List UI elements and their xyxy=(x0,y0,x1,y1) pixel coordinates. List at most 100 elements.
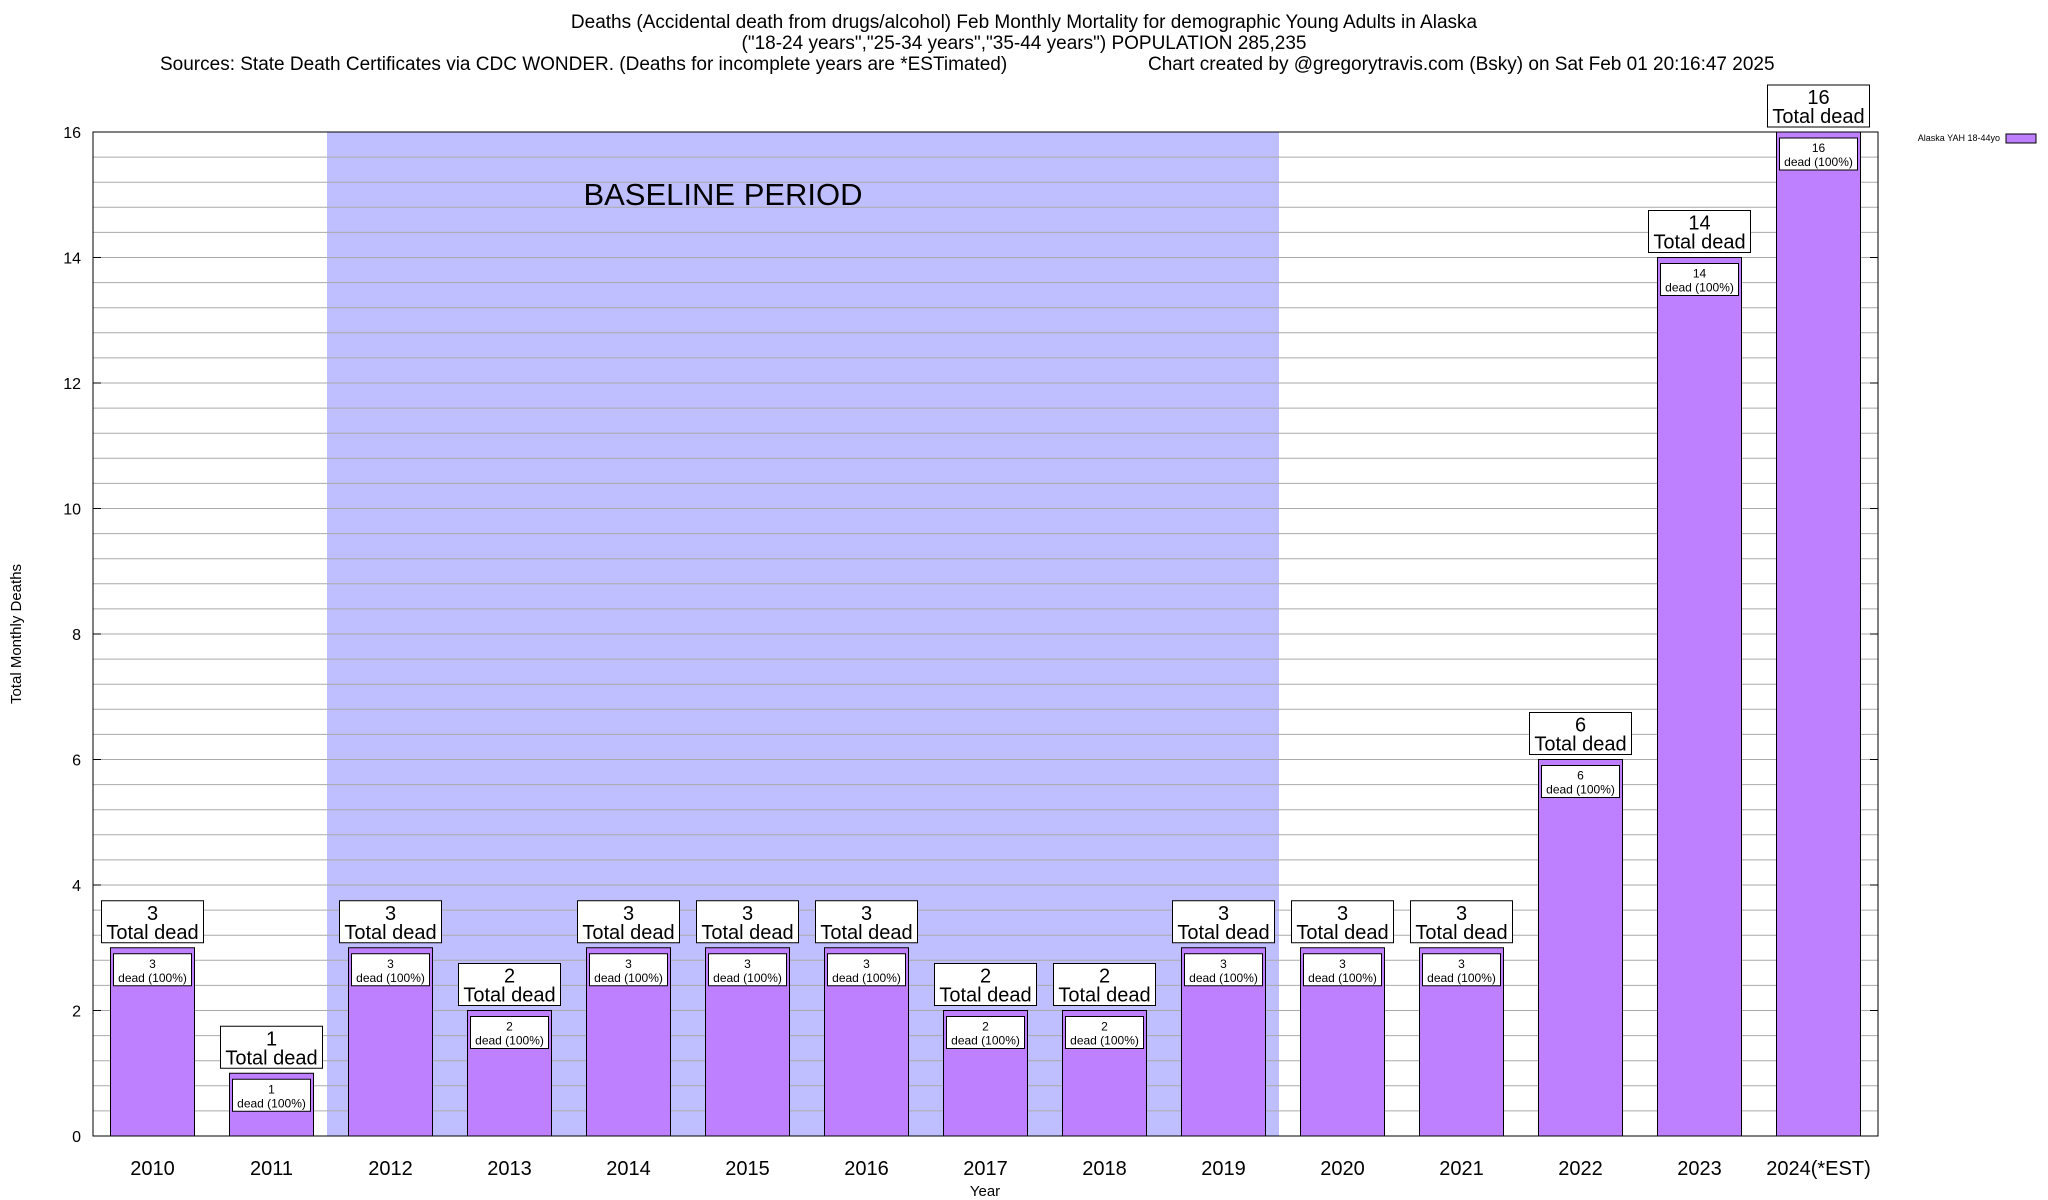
bar-inner-label-box xyxy=(708,953,787,987)
chart-title-line2: ("18-24 years","25-34 years","35-44 year… xyxy=(741,33,1307,54)
bar-total-label-box xyxy=(1529,712,1632,755)
bar-inner-percent: dead (100%) xyxy=(1427,971,1496,985)
legend-swatch xyxy=(2005,133,2037,144)
legend-entry-label: Alaska YAH 18-44yo xyxy=(1918,133,2000,143)
bar-inner-label-box xyxy=(232,1078,311,1112)
x-tick-label: 2017 xyxy=(963,1158,1008,1180)
bar-total-label: Total dead xyxy=(939,985,1031,1007)
bar-total-count: 3 xyxy=(1456,903,1467,925)
bar-total-count: 16 xyxy=(1807,87,1829,109)
bar-total-label: Total dead xyxy=(701,922,793,944)
y-tick-label: 4 xyxy=(72,878,81,895)
bar-inner-count: 3 xyxy=(744,957,751,971)
x-tick-label: 2023 xyxy=(1677,1158,1722,1180)
baseline-period-label: BASELINE PERIOD xyxy=(583,177,862,212)
bar-total-count: 3 xyxy=(1218,903,1229,925)
chart-title-line1: Deaths (Accidental death from drugs/alco… xyxy=(570,12,1478,33)
bar-inner-label-box xyxy=(470,1016,549,1049)
bar-inner-percent: dead (100%) xyxy=(237,1096,306,1110)
y-tick-label: 8 xyxy=(72,627,81,644)
bar-total-label-box xyxy=(101,900,204,944)
x-tick-label: 2010 xyxy=(130,1158,175,1180)
bar-total-label: Total dead xyxy=(463,985,555,1007)
chart-legend: Alaska YAH 18-44yo xyxy=(1918,133,2037,144)
bar-inner-count: 3 xyxy=(1220,957,1227,971)
bar-inner-label-box xyxy=(1065,1016,1144,1049)
x-tick-label: 2018 xyxy=(1082,1158,1127,1180)
bar-inner-label-box xyxy=(1422,953,1501,987)
x-tick-label: 2022 xyxy=(1558,1158,1603,1180)
bar-total-count: 6 xyxy=(1575,715,1586,737)
bar-inner-percent: dead (100%) xyxy=(594,971,663,985)
bar-inner-percent: dead (100%) xyxy=(1308,971,1377,985)
bar-inner-percent: dead (100%) xyxy=(1546,783,1615,797)
bar-inner-label-box xyxy=(946,1016,1025,1049)
y-tick-label: 10 xyxy=(63,502,81,519)
x-tick-label: 2024(*EST) xyxy=(1766,1158,1871,1180)
bar xyxy=(1657,257,1742,1137)
bar-total-label: Total dead xyxy=(1296,922,1388,944)
bar-total-count: 3 xyxy=(1337,903,1348,925)
bar-total-label: Total dead xyxy=(1772,106,1864,128)
x-tick-label: 2013 xyxy=(487,1158,532,1180)
bar-inner-percent: dead (100%) xyxy=(1784,155,1853,169)
bar-inner-percent: dead (100%) xyxy=(951,1034,1020,1048)
x-tick-label: 2016 xyxy=(844,1158,889,1180)
y-tick-label: 6 xyxy=(72,753,81,770)
bar-inner-percent: dead (100%) xyxy=(1189,971,1258,985)
bar-inner-count: 16 xyxy=(1812,141,1826,155)
bar-total-count: 14 xyxy=(1688,213,1710,235)
x-axis-ticks: 2010 2011 2012 2013 2014 2015 2016 2017 2018 2019… xyxy=(130,1158,1871,1180)
y-tick-label: 14 xyxy=(63,251,81,268)
bar-total-count: 3 xyxy=(861,903,872,925)
bar-total-label-box xyxy=(458,963,561,1006)
y-tick-label: 16 xyxy=(63,125,81,142)
x-tick-label: 2015 xyxy=(725,1158,770,1180)
bar-inner-label-box xyxy=(113,953,192,987)
bar-total-label-box xyxy=(1172,900,1275,944)
bar-inner-percent: dead (100%) xyxy=(356,971,425,985)
chart-credit: Chart created by @gregorytravis.com (Bsk… xyxy=(1148,54,1775,75)
bar-total-label-box xyxy=(220,1025,323,1069)
y-tick-label: 0 xyxy=(72,1129,81,1146)
bar-total-count: 2 xyxy=(504,966,515,988)
bar-total-label: Total dead xyxy=(1653,232,1745,254)
bar-total-label-box xyxy=(815,900,918,944)
bar-total-count: 3 xyxy=(147,903,158,925)
bar-inner-label-box xyxy=(1303,953,1382,987)
bar-inner-percent: dead (100%) xyxy=(1665,281,1734,295)
x-axis-label: Year xyxy=(970,1183,1000,1200)
bar-total-label-box xyxy=(1410,900,1513,944)
bar-inner-count: 3 xyxy=(387,957,394,971)
bar-inner-count: 3 xyxy=(863,957,870,971)
bar-total-label-box xyxy=(934,963,1037,1006)
bar-total-label-box xyxy=(1053,963,1156,1006)
bar-inner-label-box xyxy=(1184,953,1263,987)
bar-inner-percent: dead (100%) xyxy=(832,971,901,985)
bar-total-label-box xyxy=(1648,210,1751,253)
chart-sources: Sources: State Death Certificates via CD… xyxy=(160,54,1008,75)
bar-total-label-box xyxy=(577,900,680,944)
bar-inner-label-box xyxy=(589,953,668,987)
bar-total-count: 3 xyxy=(742,903,753,925)
x-tick-label: 2021 xyxy=(1439,1158,1484,1180)
y-axis-label: Total Monthly Deaths xyxy=(8,564,25,704)
bar-inner-count: 2 xyxy=(506,1020,513,1034)
bar-inner-count: 3 xyxy=(1339,957,1346,971)
bar-total-label: Total dead xyxy=(1534,734,1626,756)
bar-inner-label-box xyxy=(827,953,906,987)
bar-inner-label-box xyxy=(1660,263,1739,296)
bar-total-label-box xyxy=(1291,900,1394,944)
x-tick-label: 2012 xyxy=(368,1158,413,1180)
bar-total-count: 3 xyxy=(623,903,634,925)
bar-inner-label-box xyxy=(351,953,430,987)
x-tick-label: 2014 xyxy=(606,1158,651,1180)
bar-inner-percent: dead (100%) xyxy=(475,1034,544,1048)
bar-total-label: Total dead xyxy=(820,922,912,944)
x-tick-label: 2011 xyxy=(250,1158,293,1180)
bar-inner-count: 1 xyxy=(268,1082,275,1096)
bar-inner-percent: dead (100%) xyxy=(1070,1034,1139,1048)
